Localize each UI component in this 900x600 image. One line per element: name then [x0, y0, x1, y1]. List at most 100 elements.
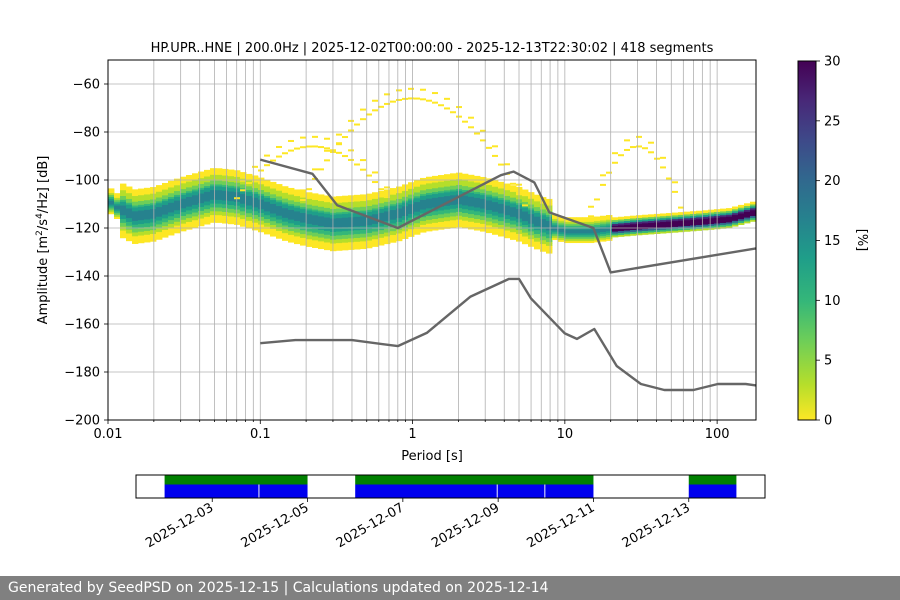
- heatmap-cell: [240, 191, 247, 195]
- heatmap-cell: [318, 215, 325, 219]
- heatmap-cell: [474, 191, 481, 195]
- heatmap-cell: [138, 190, 145, 194]
- heatmap-cell: [210, 181, 217, 185]
- heatmap-cell: [360, 223, 367, 227]
- grid: [107, 60, 756, 421]
- heatmap-cell: [264, 229, 271, 233]
- heatmap-cell: [444, 226, 451, 229]
- heatmap-cell: [372, 207, 379, 211]
- heatmap-cell: [432, 212, 439, 216]
- heatmap-cell: [438, 211, 445, 215]
- heatmap-cell: [546, 212, 553, 216]
- heatmap-cell: [504, 204, 511, 208]
- heatmap-cell: [522, 239, 529, 243]
- heatmap-cell: [150, 187, 157, 190]
- heatmap-cell: [216, 193, 223, 197]
- heatmap-cell: [114, 216, 121, 220]
- heatmap-cell: [522, 241, 529, 245]
- heatmap-cell: [192, 175, 199, 179]
- heatmap-cell: [474, 214, 481, 218]
- heatmap-cell: [312, 235, 319, 239]
- heatmap-cell: [126, 219, 133, 222]
- heatmap-cell: [348, 149, 354, 152]
- heatmap-cell: [252, 221, 259, 225]
- heatmap-cell: [120, 206, 127, 210]
- heatmap-cell: [138, 217, 145, 221]
- heatmap-cell: [198, 194, 205, 198]
- heatmap-cell: [264, 202, 271, 206]
- heatmap-cell: [258, 191, 265, 194]
- heatmap-cell: [354, 227, 361, 231]
- heatmap-cell: [696, 220, 703, 224]
- heatmap-cell: [468, 215, 475, 218]
- heatmap-cell: [162, 211, 169, 215]
- heatmap-cell: [408, 230, 415, 234]
- heatmap-cell: [732, 221, 739, 225]
- y-axis-label-sup: 2: [35, 230, 45, 236]
- heatmap-cell: [174, 203, 181, 207]
- heatmap-cell: [546, 233, 553, 237]
- heatmap-cell: [174, 197, 181, 201]
- heatmap-cell: [246, 219, 253, 223]
- heatmap-cell: [618, 218, 625, 222]
- heatmap-cell: [186, 190, 193, 194]
- heatmap-cell: [246, 200, 253, 204]
- heatmap-cell: [180, 192, 187, 195]
- heatmap-cell: [282, 205, 289, 209]
- heatmap-cell: [294, 197, 301, 200]
- heatmap-cell: [660, 215, 667, 219]
- heatmap-cell: [156, 192, 163, 196]
- heatmap-cell: [336, 199, 343, 203]
- heatmap-cell: [270, 197, 277, 201]
- heatmap-cell: [300, 212, 307, 215]
- heatmap-cell: [510, 223, 517, 227]
- heatmap-cell: [558, 225, 565, 229]
- heatmap-cell: [240, 183, 247, 187]
- heatmap-cell: [474, 200, 481, 204]
- heatmap-cell: [540, 248, 547, 252]
- heatmap-cell: [318, 209, 325, 213]
- heatmap-cell: [360, 209, 367, 213]
- heatmap-cell: [366, 208, 373, 212]
- heatmap-cell: [384, 208, 391, 212]
- heatmap-cell: [228, 200, 235, 204]
- heatmap-cell: [120, 197, 127, 200]
- heatmap-cell: [684, 227, 691, 230]
- heatmap-cell: [246, 223, 253, 227]
- heatmap-cell: [588, 217, 595, 220]
- heatmap-cell: [492, 212, 499, 216]
- heatmap-cell: [486, 186, 493, 189]
- heatmap-cell: [192, 190, 199, 194]
- heatmap-cell: [708, 215, 715, 219]
- heatmap-cell: [390, 207, 397, 211]
- heatmap-cell: [432, 193, 439, 196]
- heatmap-cell: [126, 198, 133, 201]
- y-axis-label-part: /s: [36, 219, 51, 230]
- heatmap-cell: [372, 240, 379, 244]
- heatmap-cell: [546, 229, 553, 233]
- heatmap-cell: [144, 212, 151, 216]
- heatmap-cell: [612, 219, 619, 223]
- heatmap-cell: [186, 198, 193, 201]
- heatmap-cell: [162, 230, 169, 234]
- heatmap-cell: [114, 195, 121, 198]
- heatmap-cell: [558, 237, 565, 240]
- heatmap-cell: [144, 187, 151, 191]
- heatmap-cell: [444, 216, 451, 220]
- colorbar-tick-label: 20: [824, 174, 841, 189]
- heatmap-cell: [276, 187, 283, 191]
- heatmap-cell: [354, 215, 361, 219]
- heatmap-cell: [288, 149, 294, 152]
- heatmap-cell: [336, 213, 343, 217]
- heatmap-cell: [324, 147, 330, 150]
- heatmap-cell: [354, 208, 361, 212]
- heatmap-cell: [264, 225, 271, 229]
- heatmap-cell: [486, 209, 493, 212]
- heatmap-cell: [162, 215, 169, 219]
- heatmap-cell: [372, 201, 379, 205]
- heatmap-cell: [618, 220, 625, 224]
- heatmap-cell: [192, 194, 199, 198]
- heatmap-cell: [120, 223, 127, 227]
- heatmap-cell: [408, 205, 415, 209]
- heatmap-cell: [264, 193, 271, 197]
